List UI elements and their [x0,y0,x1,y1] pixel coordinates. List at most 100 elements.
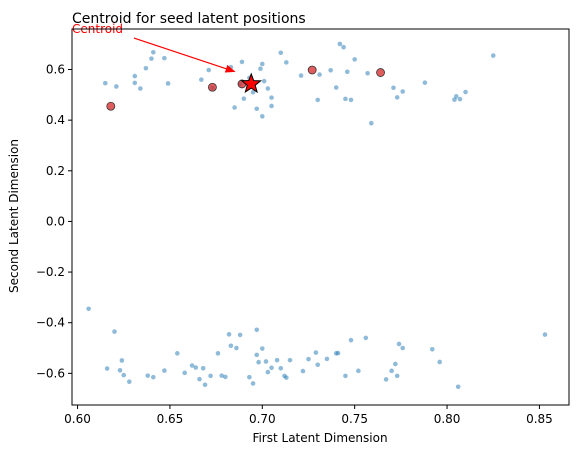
seed-point [376,68,385,77]
data-point [258,66,263,72]
data-point [114,84,119,89]
data-point [328,67,333,73]
y-tick-label: 0.4 [46,113,65,127]
data-point [490,53,496,58]
data-point [175,351,180,356]
data-point [453,94,459,99]
data-point [226,332,232,337]
data-point [232,105,237,110]
data-point [254,106,260,112]
data-point [300,368,306,374]
data-point [400,89,406,94]
data-point [199,77,204,82]
x-tick-label: 0.80 [434,412,461,426]
data-point [298,73,304,78]
data-point [394,373,400,379]
plot-frame [71,28,570,406]
centroid-arrow [133,37,236,73]
data-point [315,362,321,368]
data-point [265,86,271,91]
data-point [394,95,400,100]
data-point [162,55,167,61]
data-point [132,80,138,86]
y-tick-label: −0.6 [36,366,65,380]
data-point [352,57,357,62]
data-point [455,384,461,390]
y-tick-label: −0.4 [36,316,65,330]
data-point [391,85,396,91]
data-point [356,368,361,374]
data-point [274,357,280,363]
data-point [260,61,265,67]
data-point [228,343,234,349]
data-point [315,97,321,103]
data-point [265,369,271,375]
data-point [102,80,108,86]
data-point [269,103,274,109]
data-point [162,368,167,373]
data-point [463,89,468,95]
data-point [260,346,265,351]
data-point [365,71,370,76]
data-point [149,56,154,61]
data-point [215,351,221,356]
data-point [369,120,374,126]
data-point [250,89,256,95]
data-point [389,368,394,374]
data-point [193,365,199,370]
data-point [337,41,343,47]
data-point [383,377,389,382]
data-point [284,60,289,65]
data-point [132,73,138,79]
data-point [278,50,284,56]
data-point [189,363,195,368]
data-point [112,329,117,334]
data-point [200,365,206,371]
data-point [145,373,151,378]
data-point [104,366,110,371]
data-point [422,80,428,85]
data-point [241,96,247,101]
data-point [150,374,156,380]
data-point [348,337,354,343]
data-point [126,379,132,385]
data-point [437,359,442,365]
x-tick-label: 0.70 [249,412,276,426]
data-point [278,365,284,371]
data-point [306,356,311,362]
data-point [223,374,228,380]
centroid-star [240,72,263,94]
data-point [317,72,322,77]
data-point [263,359,269,364]
y-tick-label: 0.6 [46,63,65,77]
y-tick-label: −0.2 [36,265,65,279]
data-point [341,44,346,50]
data-point [202,382,208,388]
x-axis-label: First Latent Dimension [252,431,387,445]
chart-title: Centroid for seed latent positions [72,11,306,27]
data-point [197,376,202,382]
data-point [254,352,260,358]
data-point [393,361,398,367]
data-point [313,350,319,355]
data-point [333,85,339,90]
data-point [324,356,330,362]
seed-point [106,101,116,111]
data-point [269,95,274,100]
x-axis-ticks: 0.60 0.65 0.70 0.75 0.80 0.85 [64,405,553,426]
data-point [138,86,143,91]
annotation-layer [133,37,236,73]
y-axis-label: Second Latent Dimension [7,139,21,293]
data-point [287,357,293,363]
data-point [250,381,256,386]
data-point [335,350,341,356]
data-point [206,67,212,73]
y-tick-label: 0.2 [46,164,65,178]
x-tick-label: 0.60 [64,412,91,426]
x-tick-label: 0.85 [526,412,553,426]
data-point [396,341,402,347]
data-point [363,335,369,341]
data-point [429,346,435,352]
data-point [457,96,463,102]
